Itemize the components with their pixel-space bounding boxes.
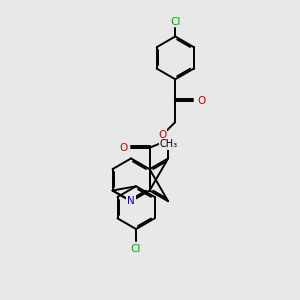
Text: N: N xyxy=(127,196,135,206)
Text: O: O xyxy=(119,143,127,153)
Text: Cl: Cl xyxy=(131,244,141,254)
Text: Cl: Cl xyxy=(170,16,181,27)
Text: O: O xyxy=(158,130,166,140)
Text: O: O xyxy=(198,96,206,106)
Text: CH₃: CH₃ xyxy=(160,139,178,149)
